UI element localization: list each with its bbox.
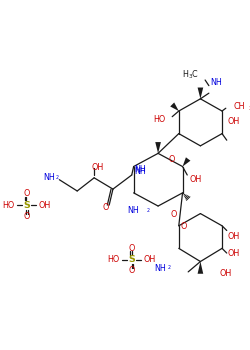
Text: $_2$: $_2$: [146, 206, 150, 215]
Text: OH: OH: [228, 117, 240, 126]
Text: NH: NH: [210, 78, 222, 88]
Text: HO: HO: [153, 115, 166, 124]
Text: $_3$C: $_3$C: [188, 68, 199, 80]
Polygon shape: [182, 157, 190, 167]
Text: NH: NH: [43, 173, 55, 182]
Polygon shape: [170, 103, 179, 111]
Text: OH: OH: [189, 175, 202, 184]
Text: OH: OH: [219, 269, 232, 278]
Text: O: O: [128, 266, 135, 275]
Polygon shape: [198, 88, 203, 99]
Text: $_3$: $_3$: [248, 105, 250, 113]
Polygon shape: [155, 142, 161, 153]
Text: NH: NH: [134, 167, 146, 176]
Text: $_2$: $_2$: [55, 174, 59, 182]
Text: O: O: [168, 154, 174, 163]
Text: HO: HO: [2, 201, 14, 210]
Text: CH: CH: [233, 102, 245, 111]
Text: S: S: [23, 201, 30, 210]
Text: OH: OH: [228, 232, 240, 241]
Text: O: O: [128, 244, 135, 253]
Polygon shape: [198, 261, 203, 274]
Text: HO: HO: [107, 255, 120, 264]
Text: NH: NH: [127, 206, 138, 215]
Text: O: O: [23, 189, 30, 198]
Text: OH: OH: [228, 248, 240, 258]
Text: O: O: [180, 222, 187, 231]
Text: OH: OH: [144, 255, 156, 264]
Text: H: H: [182, 70, 188, 79]
Text: NH: NH: [154, 264, 166, 273]
Text: OH: OH: [39, 201, 51, 210]
Text: O: O: [102, 203, 108, 212]
Text: O: O: [23, 212, 30, 221]
Text: $_2$: $_2$: [168, 264, 172, 272]
Text: OH: OH: [91, 163, 104, 172]
Text: NH: NH: [134, 165, 146, 174]
Text: S: S: [128, 255, 135, 264]
Text: O: O: [171, 210, 177, 219]
